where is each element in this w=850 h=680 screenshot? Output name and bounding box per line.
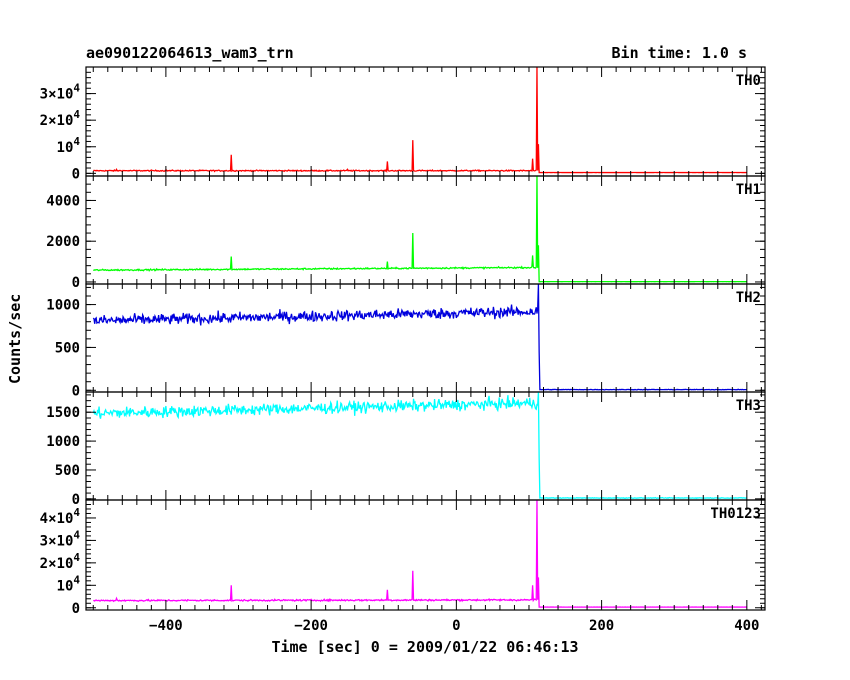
y-tick-label: 1000 xyxy=(46,298,80,314)
y-tick-label: 0 xyxy=(72,275,80,291)
x-tick-label: −400 xyxy=(149,618,183,634)
y-tick-label: 104 xyxy=(57,573,81,594)
panel-label-th0: TH0 xyxy=(736,73,761,89)
panel-label-th0123: TH0123 xyxy=(710,506,761,522)
y-tick-label: 500 xyxy=(55,463,80,479)
y-tick-label: 4×104 xyxy=(40,506,81,527)
y-tick-label: 4000 xyxy=(46,193,80,209)
y-tick-label: 0 xyxy=(72,492,80,508)
panel-frame-th0123 xyxy=(85,499,766,611)
y-tick-label: 0 xyxy=(72,166,80,182)
series-line-th1 xyxy=(93,175,747,283)
y-tick-label: 0 xyxy=(72,383,80,399)
panel-label-th3: TH3 xyxy=(736,398,761,414)
y-tick-label: 1000 xyxy=(46,434,80,450)
x-axis-label: Time [sec] 0 = 2009/01/22 06:46:13 xyxy=(271,638,579,656)
panel-label-th2: TH2 xyxy=(736,290,761,306)
y-tick-label: 2×104 xyxy=(40,551,81,572)
y-tick-label: 2000 xyxy=(46,234,80,250)
panel-frame-th2 xyxy=(85,283,766,393)
bin-time-label: Bin time: 1.0 s xyxy=(611,44,747,62)
series-line-th0 xyxy=(93,66,747,174)
panel-label-th1: TH1 xyxy=(736,182,761,198)
y-tick-label: 104 xyxy=(57,135,81,156)
y-tick-label: 2×104 xyxy=(40,108,81,129)
x-tick-label: −200 xyxy=(294,618,328,634)
y-axis-label: Counts/sec xyxy=(6,293,24,384)
y-tick-label: 3×104 xyxy=(40,528,81,549)
y-tick-label: 1500 xyxy=(46,405,80,421)
x-tick-label: 400 xyxy=(734,618,759,634)
y-tick-label: 3×104 xyxy=(40,82,81,103)
y-tick-label: 500 xyxy=(55,340,80,356)
x-tick-label: 200 xyxy=(589,618,614,634)
y-tick-label: 0 xyxy=(72,601,80,617)
series-line-th0123 xyxy=(93,499,747,608)
series-line-th3 xyxy=(92,391,748,500)
series-line-th2 xyxy=(92,283,747,391)
chart-title: ae090122064613_wam3_trn xyxy=(86,44,294,62)
panel-frame-th0 xyxy=(85,66,766,177)
x-tick-label: 0 xyxy=(452,618,460,634)
